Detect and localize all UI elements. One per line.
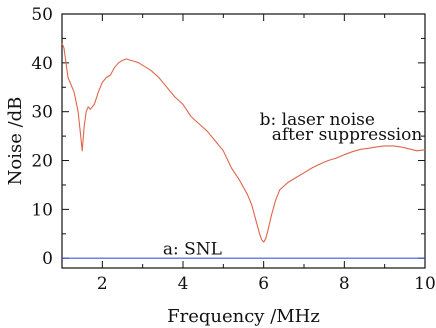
- annotation-label: a: SNL: [163, 239, 222, 259]
- y-tick-label: 30: [31, 103, 53, 123]
- x-tick-label: 2: [97, 274, 108, 294]
- x-tick-label: 10: [414, 274, 436, 294]
- y-axis-title: Noise /dB: [5, 97, 26, 186]
- x-axis-title: Frequency /MHz: [167, 306, 320, 327]
- y-tick-label: 20: [31, 152, 53, 172]
- x-tick-label: 6: [258, 274, 269, 294]
- y-tick-label: 50: [31, 5, 53, 25]
- annotation-label: after suppression: [272, 125, 423, 145]
- x-axis: 2 4 6 8 10: [61, 14, 436, 294]
- annotation-label: b: laser noise: [260, 110, 375, 130]
- y-tick-label: 0: [42, 249, 53, 269]
- series-layer: [61, 43, 426, 259]
- x-tick-label: 4: [178, 274, 189, 294]
- series-line-laser-noise: [61, 43, 426, 243]
- x-tick-label: 8: [339, 274, 350, 294]
- y-tick-label: 10: [31, 200, 53, 220]
- y-tick-label: 40: [31, 54, 53, 74]
- plot-frame: [61, 13, 426, 269]
- plot-border: [61, 13, 426, 269]
